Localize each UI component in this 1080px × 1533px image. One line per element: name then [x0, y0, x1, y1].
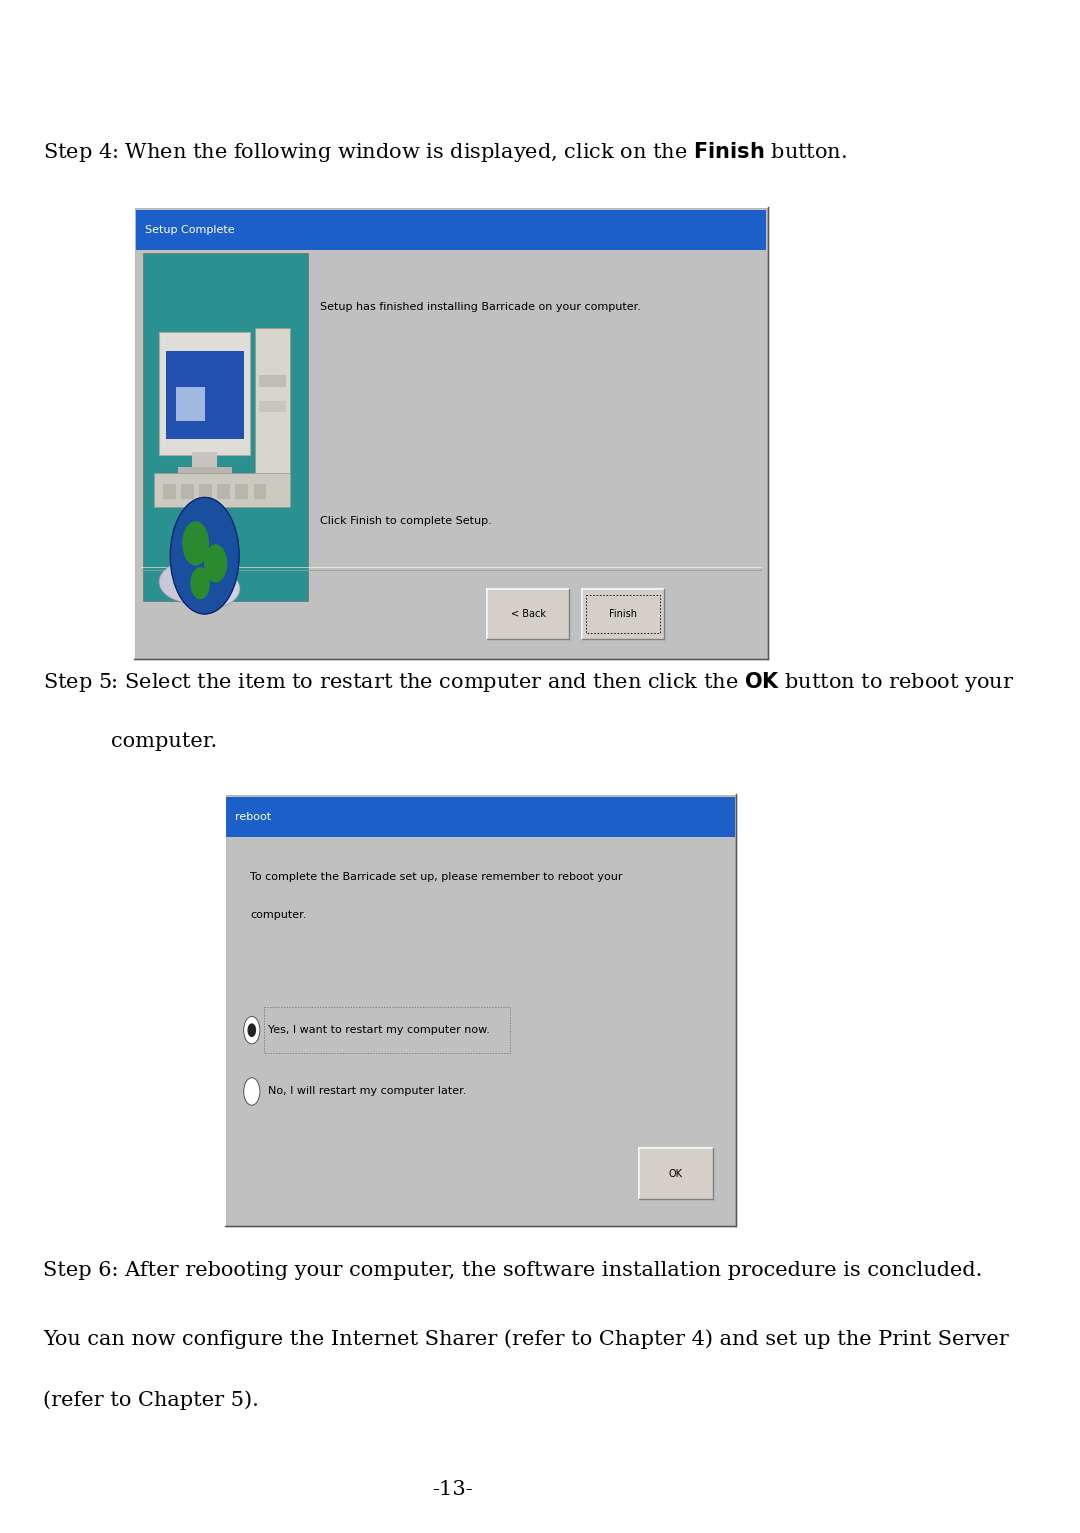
Text: Yes, I want to restart my computer now.: Yes, I want to restart my computer now.: [268, 1026, 490, 1035]
Bar: [259, 402, 286, 412]
Text: OK: OK: [669, 1168, 683, 1179]
Bar: [181, 484, 193, 500]
Bar: [638, 1148, 713, 1199]
Bar: [154, 474, 289, 507]
Bar: [255, 328, 289, 497]
Bar: [254, 484, 267, 500]
Text: Step 6: After rebooting your computer, the software installation procedure is co: Step 6: After rebooting your computer, t…: [43, 1262, 983, 1280]
Bar: [177, 468, 232, 478]
Text: To complete the Barricade set up, please remember to reboot your: To complete the Barricade set up, please…: [249, 872, 622, 881]
Text: -13-: -13-: [432, 1481, 473, 1499]
Bar: [235, 484, 248, 500]
Circle shape: [191, 567, 210, 598]
Bar: [582, 589, 664, 639]
Bar: [144, 253, 308, 601]
Text: Setup has finished installing Barricade on your computer.: Setup has finished installing Barricade …: [320, 302, 640, 311]
Ellipse shape: [159, 561, 227, 604]
Text: < Back: < Back: [511, 609, 545, 619]
Bar: [227, 797, 734, 837]
Circle shape: [205, 544, 227, 581]
Bar: [259, 374, 286, 386]
Bar: [199, 484, 212, 500]
Text: No, I will restart my computer later.: No, I will restart my computer later.: [268, 1087, 467, 1096]
Bar: [176, 388, 205, 422]
Bar: [225, 794, 737, 1226]
Ellipse shape: [177, 569, 240, 609]
Bar: [134, 207, 768, 659]
Bar: [217, 484, 230, 500]
Bar: [163, 484, 176, 500]
Bar: [165, 351, 244, 440]
Text: reboot: reboot: [235, 812, 271, 822]
Circle shape: [183, 521, 208, 564]
Text: computer.: computer.: [111, 733, 218, 751]
Text: computer.: computer.: [249, 911, 307, 920]
Bar: [136, 210, 766, 250]
Text: (refer to Chapter 5).: (refer to Chapter 5).: [43, 1390, 259, 1410]
Circle shape: [171, 497, 239, 613]
Circle shape: [248, 1024, 255, 1036]
Bar: [192, 452, 217, 471]
Text: You can now configure the Internet Sharer (refer to Chapter 4) and set up the Pr: You can now configure the Internet Share…: [43, 1329, 1009, 1349]
Circle shape: [244, 1016, 260, 1044]
Bar: [487, 589, 569, 639]
Text: Step 5: Select the item to restart the computer and then click the $\mathbf{OK}$: Step 5: Select the item to restart the c…: [43, 670, 1014, 694]
Text: Finish: Finish: [609, 609, 637, 619]
Bar: [160, 333, 249, 455]
Text: Click Finish to complete Setup.: Click Finish to complete Setup.: [320, 517, 491, 526]
Text: Setup Complete: Setup Complete: [145, 225, 234, 235]
Text: Step 4: When the following window is displayed, click on the $\mathbf{Finish}$ b: Step 4: When the following window is dis…: [43, 140, 848, 164]
Circle shape: [244, 1078, 260, 1105]
